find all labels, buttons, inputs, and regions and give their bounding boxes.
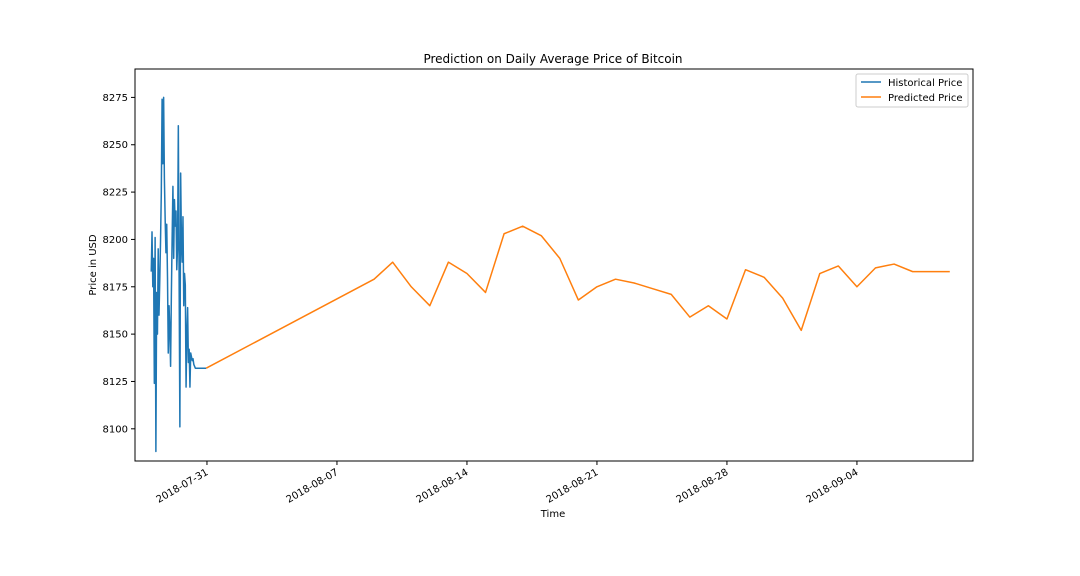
- x-tick-label: 2018-09-04: [805, 467, 861, 506]
- historical-price-line: [150, 96, 207, 453]
- legend: Historical Price Predicted Price: [855, 73, 969, 108]
- y-tick-label: 8200: [103, 235, 128, 246]
- plot-area: [135, 69, 973, 461]
- y-tick-label: 8100: [103, 424, 128, 435]
- y-tick-label: 8175: [103, 282, 128, 293]
- y-tick-label: 8275: [103, 93, 128, 104]
- x-tick-label: 2018-08-28: [675, 467, 731, 506]
- x-tick-label: 2018-07-31: [155, 467, 211, 506]
- x-axis-label: Time: [540, 509, 565, 520]
- chart-title: Prediction on Daily Average Price of Bit…: [423, 52, 682, 66]
- x-tick-label: 2018-08-21: [545, 467, 601, 506]
- y-tick-label: 8225: [103, 188, 128, 199]
- predicted-price-line: [205, 225, 950, 369]
- x-tick-label: 2018-08-14: [415, 467, 471, 506]
- legend-box: [855, 73, 969, 108]
- y-axis: 8100 8125 8150 8175 8200 8225 8250 8275: [103, 93, 135, 435]
- y-tick-label: 8125: [103, 377, 128, 388]
- series-layer: [150, 96, 950, 453]
- legend-label-historical: Historical Price: [888, 78, 962, 89]
- y-tick-label: 8250: [103, 140, 128, 151]
- plot-frame: [134, 68, 974, 462]
- y-tick-label: 8150: [103, 330, 128, 341]
- y-axis-label: Price in USD: [88, 234, 99, 296]
- x-axis: 2018-07-31 2018-08-07 2018-08-14 2018-08-21…: [155, 461, 861, 506]
- x-tick-label: 2018-08-07: [285, 467, 341, 506]
- legend-label-predicted: Predicted Price: [888, 93, 963, 104]
